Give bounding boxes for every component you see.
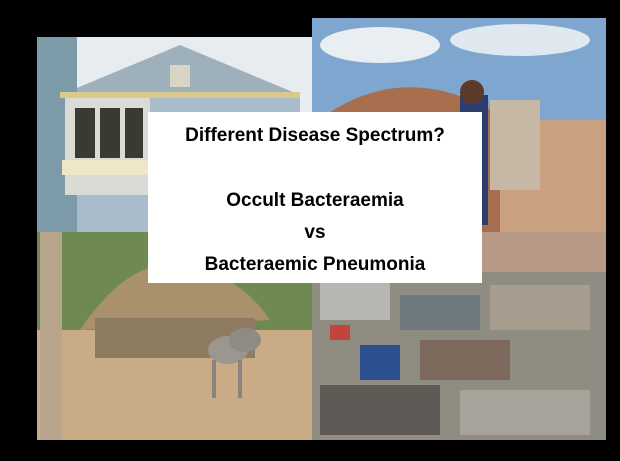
- slide-line: Occult Bacteraemia: [226, 190, 404, 211]
- slide-line: vs: [304, 222, 325, 243]
- slide-line: Bacteraemic Pneumonia: [205, 254, 426, 275]
- slide-title: Different Disease Spectrum?: [185, 125, 445, 146]
- text-box: [148, 112, 482, 283]
